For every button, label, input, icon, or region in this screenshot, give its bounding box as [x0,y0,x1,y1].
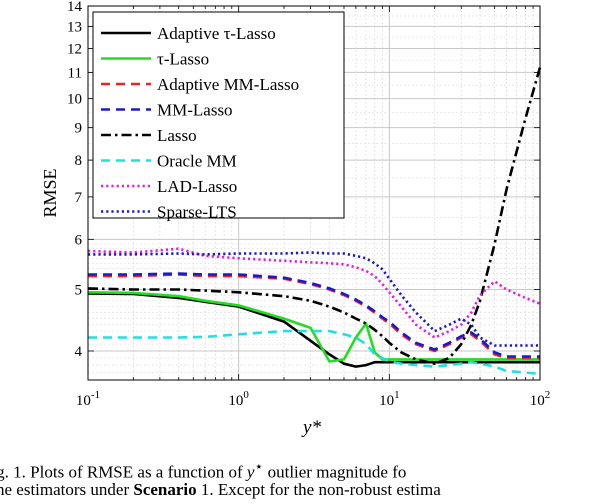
caption-line2-suffix: 1. Except for the non-robust estima [196,480,441,499]
caption-suffix: outlier magnitude fo [263,462,407,482]
y-axis-label: RMSE [40,168,60,217]
y-tick-label: 8 [75,153,83,169]
y-tick-label: 6 [75,232,83,248]
caption-superscript: ⋆ [254,459,264,475]
series-lines [87,67,542,376]
plot-frame [87,5,541,381]
legend-box [92,11,345,219]
legend-label-1: Adaptive τ-Lasso [157,24,276,43]
figure-caption-line-2: he estimators under Scenario 1. Except f… [0,479,598,501]
legend-label-7: LAD-Lasso [157,177,237,196]
x-tick-label: 101 [379,389,400,409]
y-tick-label: 12 [67,41,82,57]
series-line-4 [88,272,540,358]
x-axis-label: y* [301,417,321,438]
y-tick-label: 7 [75,190,83,206]
legend-label-3: Adaptive MM-Lasso [157,75,299,94]
figure-caption-line-1: Fig. 1. Plots of RMSE as a function of y… [0,456,598,484]
legend-label-6: Oracle MM [157,152,237,171]
y-tick-label: 11 [68,65,82,81]
x-tick-labels: 10-1 100 101 102 [76,389,550,409]
x-tick-label: 100 [228,389,249,409]
y-tick-label: 14 [67,0,83,15]
x-tick-label: 10-1 [76,389,100,409]
y-tick-label: 5 [75,283,83,299]
y-tick-label: 4 [75,344,83,360]
y-tick-labels: 4 5 6 7 8 9 10 11 12 13 14 [67,0,83,360]
series-line-7 [87,247,541,339]
y-tick-label: 10 [67,92,82,108]
y-tick-label: 9 [75,121,83,137]
series-line-6 [88,329,541,376]
legend-label-4: MM-Lasso [157,101,233,120]
caption-variable: y [246,462,255,482]
legend: Adaptive τ-Lasso τ-Lasso Adaptive MM-Lasso… [92,11,345,222]
y-tick-label: 13 [67,19,82,35]
axis-ticks [87,5,540,380]
series-line-8 [88,251,540,347]
caption-line2-prefix: he estimators under [0,480,134,499]
legend-label-5: Lasso [157,126,197,145]
legend-label-8: Sparse-LTS [157,203,237,222]
x-tick-label: 102 [530,389,551,409]
caption-scenario-bold: Scenario [133,480,197,499]
rmse-line-chart: 4 5 6 7 8 9 10 11 12 13 14 10-1 100 101 102 y* RMSE A… [40,0,550,438]
caption-prefix: Fig. 1. Plots of RMSE as a function of [0,462,247,482]
legend-label-2: τ-Lasso [157,50,209,69]
series-line-5 [87,67,542,366]
